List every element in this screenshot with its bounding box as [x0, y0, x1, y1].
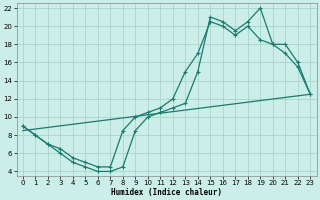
- X-axis label: Humidex (Indice chaleur): Humidex (Indice chaleur): [111, 188, 222, 197]
